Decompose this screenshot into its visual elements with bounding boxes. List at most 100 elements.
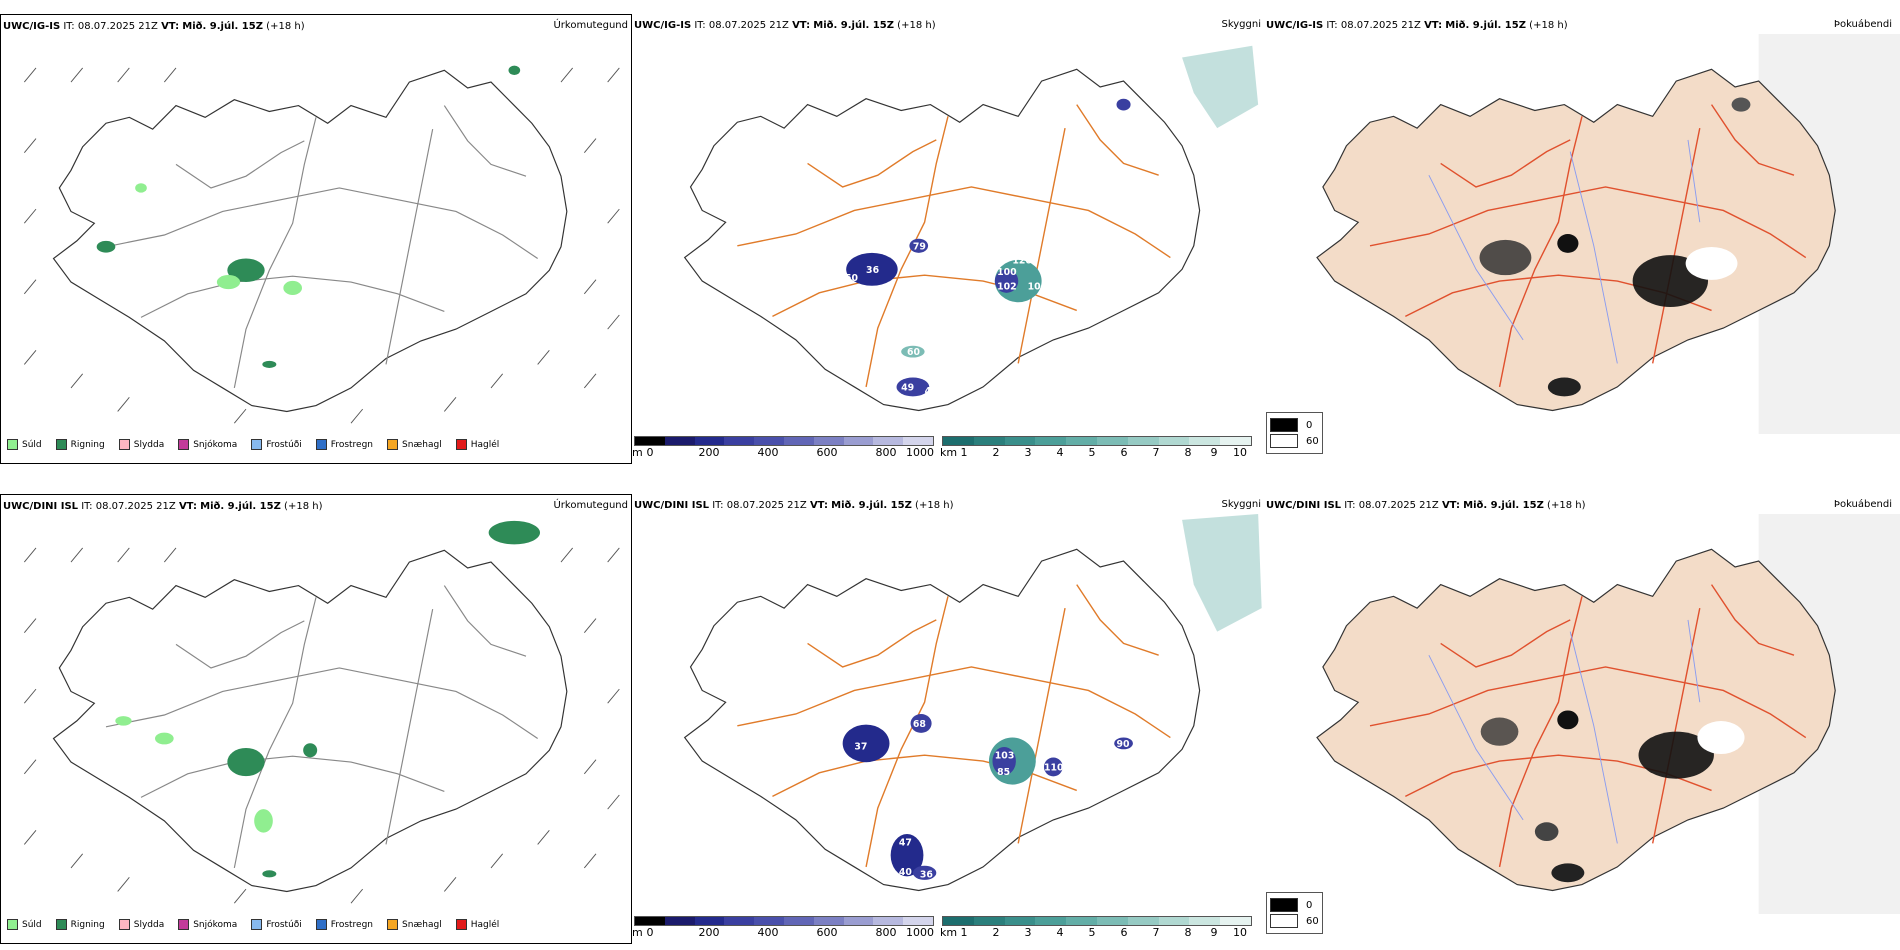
- precip-map: [23, 65, 620, 424]
- colorbar-ticks: m 0 200 400 600 800 1000: [632, 926, 934, 939]
- legend-swatch: [455, 919, 467, 930]
- cloud-label: 10: [1028, 281, 1041, 292]
- cloud-label: 47: [899, 838, 912, 849]
- fog-legend-item: 0: [1270, 898, 1319, 912]
- colorbar-ticks: m 0 200 400 600 800 1000: [632, 446, 934, 459]
- fog-map: [1316, 34, 1900, 434]
- fog-legend: 0 60: [1266, 412, 1323, 454]
- visibility-colorbar: km 1 2 3 4 5 6 7 8 9 10: [940, 916, 1252, 940]
- precip-areas: [96, 65, 521, 368]
- colorbar-swatches: [634, 436, 934, 446]
- legend-item: Haglél: [455, 439, 499, 450]
- legend-item: Frostúði: [251, 439, 302, 450]
- legend-swatch: [7, 439, 18, 450]
- legend-swatch: [387, 439, 399, 450]
- legend-swatch: [1270, 434, 1298, 448]
- legend-swatch: [55, 439, 67, 450]
- fog-legend-item: 60: [1270, 434, 1319, 448]
- legend-swatch: [7, 919, 18, 930]
- cloud-labels: 37 68 103 85 110 47 40 36 90: [854, 719, 1130, 881]
- panel-header: UWC/DINI ISL IT: 08.07.2025 21Z VT: Mið.…: [3, 501, 323, 512]
- fog-areas: [1479, 97, 1751, 397]
- cloud-label: 68: [913, 719, 926, 730]
- legend-swatch: [315, 439, 327, 450]
- legend-item: Snjókoma: [178, 439, 237, 450]
- cloud-label: 37: [854, 741, 867, 752]
- colorbar-swatches: [942, 916, 1252, 926]
- legend-item: Snæhagl: [387, 439, 442, 450]
- panel-header: UWC/DINI ISL IT: 08.07.2025 21Z VT: Mið.…: [1266, 500, 1586, 511]
- fog-panel-row1: UWC/IG-IS IT: 08.07.2025 21Z VT: Mið. 9.…: [1264, 14, 1900, 464]
- fog-panel-row2: UWC/DINI ISL IT: 08.07.2025 21Z VT: Mið.…: [1264, 494, 1900, 944]
- visibility-map: 37 68 103 85 110 47 40 36 90: [684, 514, 1262, 892]
- cloud-label: 85: [997, 767, 1010, 778]
- panel-title: Úrkomutegund: [553, 500, 628, 511]
- precip-map: [23, 520, 620, 904]
- legend-item: Slydda: [118, 439, 164, 450]
- precip-areas: [115, 520, 540, 878]
- legend-swatch: [455, 439, 467, 450]
- panel-title: Skyggni: [1221, 19, 1261, 30]
- legend-item: Súld: [7, 439, 42, 450]
- cloud-base-colorbar: m 0 200 400 600 800 1000: [632, 916, 934, 940]
- legend-item: Rigning: [55, 919, 105, 930]
- colorbar-swatches: [634, 916, 934, 926]
- legend-swatch: [1270, 898, 1298, 912]
- legend-item: Snjókoma: [178, 919, 237, 930]
- precip-panel-row1: UWC/IG-IS IT: 08.07.2025 21Z VT: Mið. 9.…: [0, 14, 632, 464]
- legend-swatch: [178, 919, 190, 930]
- legend-swatch: [178, 439, 190, 450]
- visibility-colorbar: km 1 2 3 4 5 6 7 8 9 10: [940, 436, 1252, 460]
- cloud-base-colorbar: m 0 200 400 600 800 1000: [632, 436, 934, 460]
- legend-swatch: [251, 919, 263, 930]
- legend-swatch: [1270, 914, 1298, 928]
- legend-swatch: [55, 919, 67, 930]
- panel-header: UWC/IG-IS IT: 08.07.2025 21Z VT: Mið. 9.…: [634, 20, 936, 31]
- colorbar-ticks: km 1 2 3 4 5 6 7 8 9 10: [940, 926, 1247, 939]
- cloud-base-areas: [846, 98, 1131, 397]
- cloud-label: 36: [920, 870, 933, 881]
- cloud-label: 50: [845, 273, 858, 284]
- cloud-label: 49: [901, 382, 914, 393]
- cloud-label: 90: [1117, 739, 1130, 750]
- legend-item: Snæhagl: [387, 919, 442, 930]
- fog-areas: [1480, 710, 1745, 883]
- legend-swatch: [1270, 418, 1298, 432]
- cloud-label: 41: [925, 386, 938, 397]
- legend-swatch: [118, 919, 130, 930]
- cloud-label: 60: [907, 347, 920, 358]
- colorbar-ticks: km 1 2 3 4 5 6 7 8 9 10: [940, 446, 1247, 459]
- legend-item: Frostúði: [251, 919, 302, 930]
- cloud-label: 40: [899, 867, 912, 878]
- fog-legend: 0 60: [1266, 892, 1323, 934]
- panel-title: Skyggni: [1221, 499, 1261, 510]
- cloud-labels: 36 50 79 100 102 120 10 49 41 60: [845, 241, 1041, 397]
- cloud-label: 100: [997, 267, 1017, 278]
- cloud-label: 36: [866, 265, 879, 276]
- panel-title: Úrkomutegund: [553, 20, 628, 31]
- visibility-map: 36 50 79 100 102 120 10 49 41 60: [684, 45, 1259, 412]
- wind-barbs: [23, 547, 620, 904]
- panel-title: Þokuábendi: [1833, 19, 1892, 30]
- legend-swatch: [315, 919, 327, 930]
- legend-item: Rigning: [55, 439, 105, 450]
- cloud-label: 79: [913, 241, 926, 252]
- legend-item: Frostregn: [315, 439, 373, 450]
- cloud-label: 102: [997, 281, 1017, 292]
- fog-legend-item: 0: [1270, 418, 1319, 432]
- cloud-label: 103: [995, 751, 1015, 762]
- fog-map: [1316, 514, 1900, 914]
- precip-legend: Súld Rigning Slydda Snjókoma Frostúði Fr…: [7, 439, 499, 450]
- wind-barbs: [23, 67, 620, 424]
- legend-swatch: [251, 439, 263, 450]
- legend-swatch: [387, 919, 399, 930]
- cloud-label: 120: [1012, 255, 1032, 266]
- legend-item: Súld: [7, 919, 42, 930]
- legend-item: Haglél: [455, 919, 499, 930]
- panel-header: UWC/IG-IS IT: 08.07.2025 21Z VT: Mið. 9.…: [1266, 20, 1568, 31]
- panel-header: UWC/IG-IS IT: 08.07.2025 21Z VT: Mið. 9.…: [3, 21, 305, 32]
- precip-legend: Súld Rigning Slydda Snjókoma Frostúði Fr…: [7, 919, 499, 930]
- panel-header: UWC/DINI ISL IT: 08.07.2025 21Z VT: Mið.…: [634, 500, 954, 511]
- visibility-panel-row1: UWC/IG-IS IT: 08.07.2025 21Z VT: Mið. 9.…: [632, 14, 1264, 464]
- precip-panel-row2: UWC/DINI ISL IT: 08.07.2025 21Z VT: Mið.…: [0, 494, 632, 944]
